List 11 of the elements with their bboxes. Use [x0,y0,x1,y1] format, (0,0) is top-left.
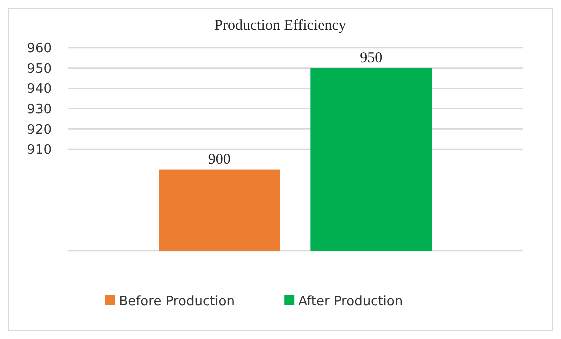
legend-label: Before Production [119,294,236,310]
chart-title: Production Efficiency [214,18,347,34]
y-tick-label: 910 [27,143,52,158]
y-tick-label: 930 [27,102,52,118]
y-tick-label: 960 [27,42,52,57]
y-tick-label: 920 [27,122,52,138]
y-tick-label: 940 [27,82,52,98]
data-label: 950 [360,50,383,66]
y-tick-label: 950 [27,62,52,77]
legend-label: After Production [298,294,404,310]
data-label: 900 [208,152,231,168]
